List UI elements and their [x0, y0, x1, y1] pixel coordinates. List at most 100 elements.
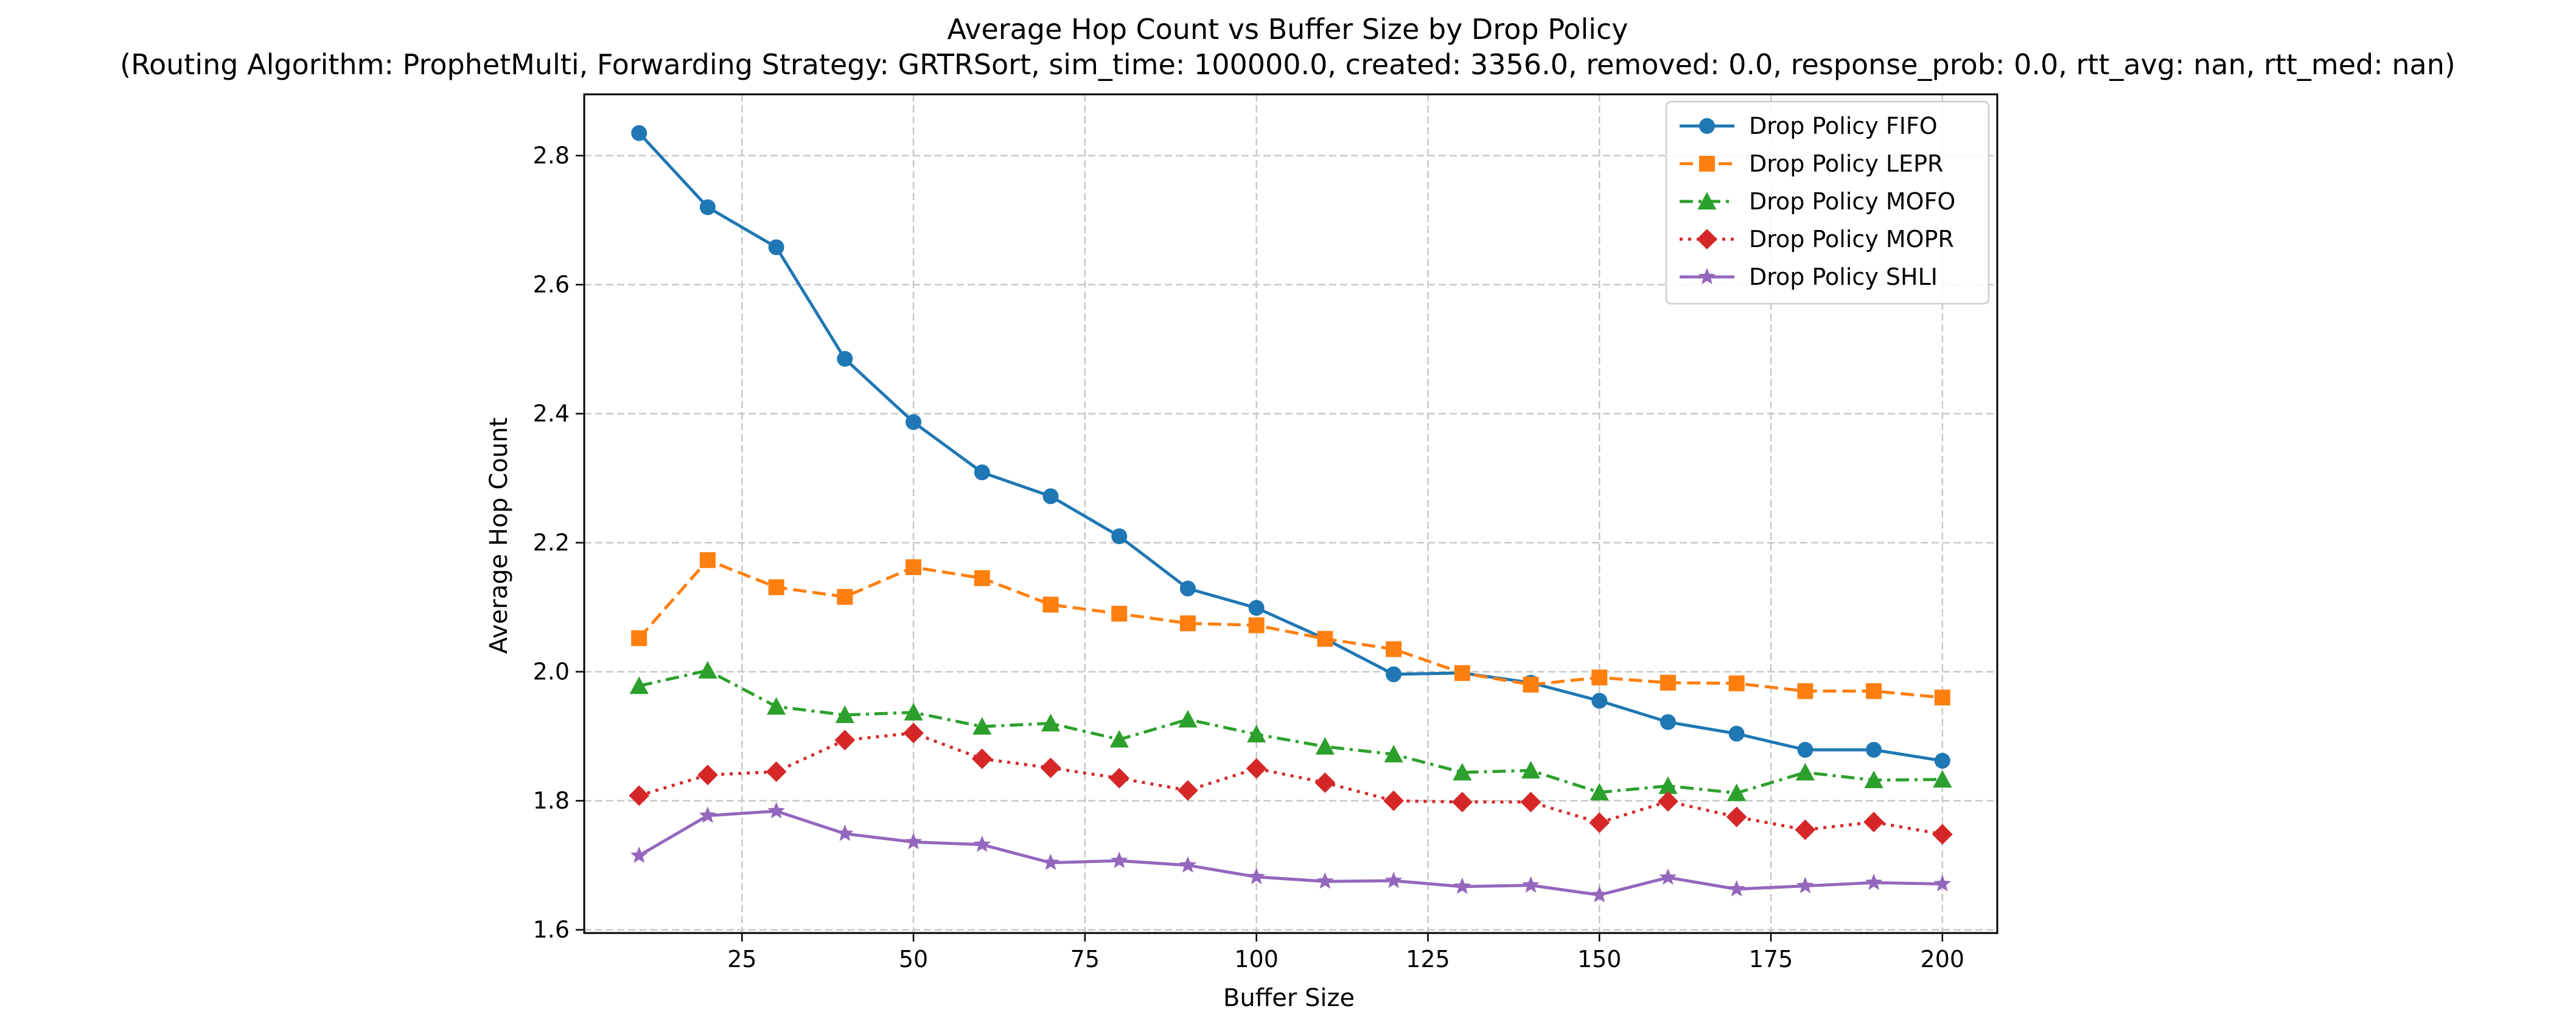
- x-tick-label: 150: [1577, 946, 1622, 973]
- data-point: [1865, 873, 1883, 890]
- data-point: [1111, 606, 1128, 622]
- data-point: [1727, 783, 1747, 802]
- data-point: [1660, 714, 1676, 730]
- data-point: [1248, 617, 1265, 634]
- y-tick-label: 1.6: [533, 917, 570, 943]
- data-point: [1659, 868, 1677, 885]
- legend-item: Drop Policy SHLI: [1680, 264, 1938, 290]
- data-point: [1660, 674, 1676, 691]
- data-point: [837, 351, 853, 367]
- data-point: [631, 630, 647, 646]
- data-point: [1934, 752, 1950, 769]
- x-tick-label: 125: [1406, 946, 1450, 973]
- legend-marker: [1699, 156, 1715, 172]
- x-tick-label: 200: [1921, 946, 1965, 973]
- data-point: [1797, 683, 1813, 699]
- series-line: [638, 131, 1943, 763]
- legend-label: Drop Policy LEPR: [1749, 150, 1943, 177]
- data-point: [1042, 596, 1059, 613]
- data-point: [974, 464, 990, 481]
- legend-label: Drop Policy FIFO: [1749, 113, 1938, 139]
- data-point: [1726, 806, 1747, 828]
- data-point: [766, 761, 787, 782]
- data-point: [1315, 737, 1335, 755]
- data-point: [834, 730, 856, 750]
- data-point: [1109, 767, 1130, 789]
- data-point: [1522, 876, 1540, 893]
- data-point: [1247, 724, 1266, 743]
- data-point: [837, 589, 853, 605]
- data-point: [971, 748, 993, 769]
- data-point: [1523, 676, 1539, 693]
- data-point: [767, 802, 785, 819]
- data-point: [1866, 683, 1882, 699]
- x-tick-label: 75: [1070, 946, 1100, 973]
- legend-box: [1665, 100, 1990, 305]
- y-tick-label: 2.8: [533, 142, 570, 169]
- legend-marker: [1697, 229, 1717, 250]
- y-tick-label: 2.4: [533, 400, 570, 427]
- data-point: [1383, 790, 1404, 811]
- data-point: [1246, 758, 1267, 779]
- legend-item: Drop Policy FIFO: [1680, 113, 1938, 139]
- data-point: [699, 552, 716, 568]
- data-point: [630, 846, 648, 863]
- data-point: [1933, 770, 1952, 788]
- data-point: [1384, 872, 1403, 889]
- data-point: [1728, 675, 1745, 691]
- data-point: [1384, 744, 1403, 763]
- series-drop-policy-mofo: [629, 660, 1952, 802]
- chart-subtitle: (Routing Algorithm: ProphetMulti, Forwar…: [120, 48, 2456, 81]
- data-point: [1042, 853, 1059, 870]
- data-point: [1179, 856, 1197, 873]
- data-point: [1453, 763, 1472, 781]
- chart-title: Average Hop Count vs Buffer Size by Drop…: [947, 13, 1628, 46]
- data-point: [1591, 669, 1608, 686]
- data-point: [1454, 665, 1470, 681]
- legend-marker: [1699, 118, 1715, 134]
- data-point: [768, 579, 784, 595]
- plot-frame: [583, 93, 1998, 934]
- data-point: [1386, 666, 1402, 682]
- legend-marker: [1698, 268, 1716, 285]
- data-point: [1591, 693, 1608, 709]
- data-point: [904, 702, 923, 721]
- data-point: [1179, 615, 1196, 632]
- data-point: [631, 125, 647, 141]
- data-point: [836, 824, 854, 841]
- data-point: [1179, 580, 1196, 596]
- data-point: [1796, 876, 1814, 893]
- y-tick-label: 1.8: [533, 788, 570, 814]
- data-point: [1797, 741, 1813, 758]
- data-point: [1590, 783, 1609, 801]
- data-point: [904, 833, 923, 850]
- data-point: [699, 199, 716, 215]
- data-point: [1589, 812, 1610, 833]
- data-point: [972, 717, 992, 735]
- series-drop-policy-shli: [630, 802, 1951, 903]
- data-point: [1658, 776, 1678, 794]
- legend: Drop Policy FIFO Drop Policy LEPR Drop Pol…: [1665, 100, 1990, 305]
- data-point: [1248, 599, 1265, 616]
- series-line: [638, 731, 1943, 836]
- data-point: [1041, 713, 1061, 732]
- y-axis-label: Average Hop Count: [485, 418, 513, 654]
- x-tick-label: 25: [727, 946, 756, 973]
- x-tick-label: 100: [1234, 946, 1279, 973]
- axis-ticks: 25 50 75 100 125 150 175 200 1.6 1.8 2.0 2.2 2.4 2.6 2…: [533, 142, 1965, 973]
- data-point: [767, 697, 786, 715]
- data-point: [1866, 741, 1882, 758]
- data-point: [1111, 851, 1128, 868]
- data-point: [697, 764, 718, 786]
- data-point: [629, 676, 649, 694]
- y-tick-label: 2.0: [533, 659, 570, 685]
- data-point: [1863, 811, 1885, 833]
- legend-label: Drop Policy MOPR: [1749, 226, 1954, 253]
- data-point: [698, 660, 717, 679]
- data-point: [1178, 780, 1198, 801]
- data-point: [1109, 730, 1129, 748]
- data-point: [1386, 641, 1402, 657]
- data-point: [1864, 771, 1883, 789]
- data-point: [1591, 886, 1608, 903]
- data-point: [1932, 823, 1953, 845]
